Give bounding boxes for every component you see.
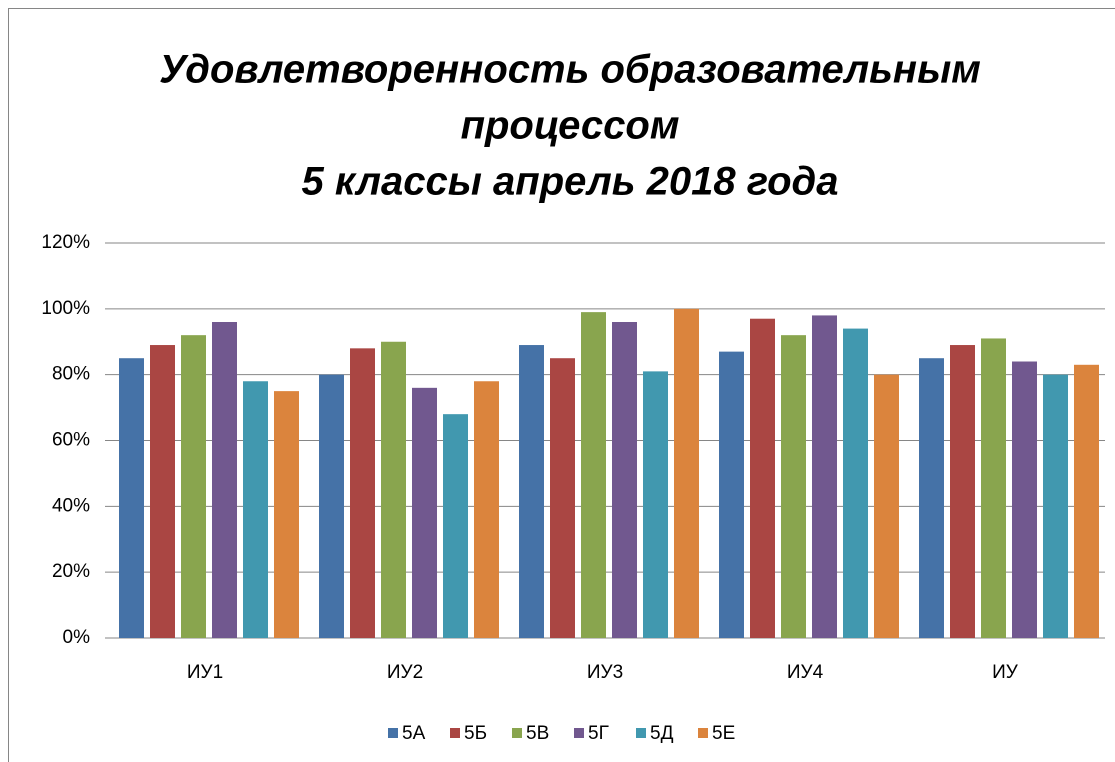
y-tick-label: 120% xyxy=(41,232,90,253)
x-tick-label: ИУ4 xyxy=(787,662,824,683)
chart-title: Удовлетворенность образовательным xyxy=(159,48,981,92)
bar xyxy=(274,391,299,638)
legend-label: 5Д xyxy=(650,723,674,744)
x-tick-label: ИУ3 xyxy=(587,662,623,683)
bar xyxy=(181,335,206,638)
bar xyxy=(843,328,868,638)
legend-label: 5Е xyxy=(712,723,735,744)
chart-title: 5 классы апрель 2018 года xyxy=(302,160,839,204)
bar xyxy=(719,351,744,638)
legend-swatch xyxy=(636,728,646,738)
bar xyxy=(474,381,499,638)
bar xyxy=(750,318,775,638)
bar xyxy=(350,348,375,638)
y-tick-label: 80% xyxy=(52,364,90,385)
bar xyxy=(950,345,975,638)
legend-swatch xyxy=(512,728,522,738)
y-tick-label: 60% xyxy=(52,430,90,451)
y-tick-label: 0% xyxy=(63,627,91,648)
bar xyxy=(243,381,268,638)
legend-swatch xyxy=(574,728,584,738)
y-tick-label: 40% xyxy=(52,495,90,516)
bar xyxy=(643,371,668,638)
bar xyxy=(412,387,437,638)
x-tick-label: ИУ1 xyxy=(187,662,223,683)
bar xyxy=(381,341,406,638)
legend-label: 5В xyxy=(526,723,549,744)
y-tick-label: 100% xyxy=(41,298,90,319)
bar xyxy=(1043,374,1068,638)
bar xyxy=(550,358,575,638)
y-tick-label: 20% xyxy=(52,561,90,582)
chart-title: процессом xyxy=(461,104,680,148)
bar xyxy=(612,322,637,638)
bar xyxy=(1074,364,1099,638)
bar xyxy=(1012,361,1037,638)
bar xyxy=(212,322,237,638)
bar xyxy=(119,358,144,638)
bar xyxy=(319,374,344,638)
bar xyxy=(581,312,606,638)
legend-label: 5Б xyxy=(464,723,487,744)
x-tick-label: ИУ xyxy=(992,662,1019,683)
legend-swatch xyxy=(698,728,708,738)
bar xyxy=(519,345,544,638)
bar xyxy=(812,315,837,638)
bar xyxy=(443,414,468,638)
legend-label: 5А xyxy=(402,723,426,744)
bar xyxy=(919,358,944,638)
legend-swatch xyxy=(450,728,460,738)
bar xyxy=(150,345,175,638)
legend-swatch xyxy=(388,728,398,738)
bar xyxy=(981,338,1006,638)
bar xyxy=(674,308,699,638)
bar xyxy=(874,374,899,638)
x-tick-label: ИУ2 xyxy=(387,662,423,683)
bar xyxy=(781,335,806,638)
legend-label: 5Г xyxy=(588,723,609,744)
